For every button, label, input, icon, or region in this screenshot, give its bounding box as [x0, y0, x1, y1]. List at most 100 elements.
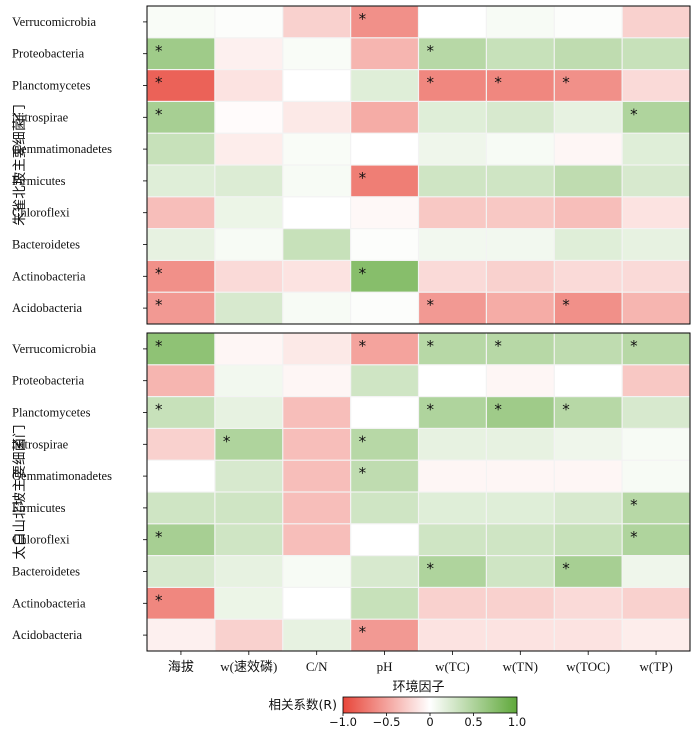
significance-star: * — [155, 337, 163, 355]
heatmap-cell-p2-r1-c7 — [554, 333, 622, 365]
x-tick-label: w(TC) — [435, 659, 470, 674]
panel-1-title: 朱雀北坡主要细菌门 — [12, 104, 28, 226]
heatmap-cell-p1-r4-c5 — [419, 102, 486, 133]
heatmap-cell-p2-r5-c8 — [622, 460, 690, 492]
heatmap-cell-p2-r1-c3 — [283, 333, 351, 365]
heatmap-cell-p2-r2-c5 — [419, 365, 486, 396]
row-label-p2-gemmatimonadetes: Gemmatimonadetes — [12, 469, 112, 483]
heatmap-cell-p1-r6-c8 — [622, 165, 690, 197]
heatmap-cell-p2-r4-c1 — [147, 429, 215, 460]
x-tick-label: C/N — [306, 659, 328, 674]
heatmap-cell-p1-r1-c7 — [554, 6, 622, 38]
heatmap-cell-p2-r1-c4 — [351, 333, 418, 365]
heatmap-cell-p1-r9-c7 — [554, 261, 622, 292]
heatmap-cell-p2-r6-c4 — [351, 492, 418, 524]
heatmap-cell-p1-r6-c2 — [215, 165, 283, 197]
heatmap-cell-p2-r6-c8 — [622, 492, 690, 524]
heatmap-cell-p2-r1-c8 — [622, 333, 690, 365]
x-tick-label: w(TP) — [639, 659, 672, 674]
heatmap-cell-p2-r8-c1 — [147, 556, 215, 587]
heatmap-cell-p1-r6-c7 — [554, 165, 622, 197]
heatmap-cell-p1-r3-c2 — [215, 70, 283, 101]
heatmap-cell-p1-r9-c2 — [215, 261, 283, 292]
heatmap-cell-p2-r10-c5 — [419, 619, 486, 651]
significance-star: * — [359, 10, 367, 28]
row-label-p1-bacteroidetes: Bacteroidetes — [12, 238, 80, 252]
significance-star: * — [223, 432, 231, 450]
heatmap-cell-p2-r3-c3 — [283, 397, 351, 428]
heatmap-cell-p2-r4-c8 — [622, 429, 690, 460]
heatmap-cell-p2-r5-c3 — [283, 460, 351, 492]
heatmap-cell-p2-r4-c2 — [215, 429, 283, 460]
heatmap-cell-p1-r10-c4 — [351, 292, 418, 324]
heatmap-cell-p1-r5-c8 — [622, 133, 690, 165]
significance-star: * — [155, 296, 163, 314]
row-label-p2-actinobacteria: Actinobacteria — [12, 596, 86, 610]
heatmap-cell-p2-r5-c6 — [486, 460, 554, 492]
heatmap-cell-p1-r5-c6 — [486, 133, 554, 165]
significance-star: * — [494, 401, 502, 419]
heatmap-cell-p2-r2-c3 — [283, 365, 351, 396]
heatmap-cell-p1-r10-c1 — [147, 292, 215, 324]
heatmap-cell-p2-r3-c7 — [554, 397, 622, 428]
row-label-p2-proteobacteria: Proteobacteria — [12, 374, 85, 388]
heatmap-cell-p1-r4-c1 — [147, 102, 215, 133]
heatmap-cell-p1-r4-c8 — [622, 102, 690, 133]
heatmap-cell-p2-r9-c5 — [419, 588, 486, 619]
heatmap-cell-p2-r7-c8 — [622, 524, 690, 555]
heatmap-cell-p2-r2-c1 — [147, 365, 215, 396]
heatmap-cell-p1-r10-c2 — [215, 292, 283, 324]
heatmap-cell-p1-r4-c7 — [554, 102, 622, 133]
significance-star: * — [427, 296, 435, 314]
heatmap-cell-p1-r8-c6 — [486, 229, 554, 260]
heatmap-cell-p1-r9-c6 — [486, 261, 554, 292]
heatmap-cell-p2-r1-c1 — [147, 333, 215, 365]
panel-2-title: 太白山北坡主要细菌门 — [12, 425, 28, 560]
heatmap-cell-p1-r3-c1 — [147, 70, 215, 101]
significance-star: * — [359, 264, 367, 282]
row-label-p1-verrucomicrobia: Verrucomicrobia — [12, 15, 96, 29]
heatmap-cell-p2-r10-c4 — [351, 619, 418, 651]
heatmap-cell-p1-r3-c3 — [283, 70, 351, 101]
heatmap-cell-p1-r6-c5 — [419, 165, 486, 197]
heatmap-cell-p1-r3-c7 — [554, 70, 622, 101]
heatmap-cell-p2-r10-c6 — [486, 619, 554, 651]
heatmap-cell-p2-r9-c7 — [554, 588, 622, 619]
heatmap-cell-p2-r10-c2 — [215, 619, 283, 651]
significance-star: * — [359, 464, 367, 482]
heatmap-cell-p1-r7-c4 — [351, 197, 418, 228]
x-axis-title: 环境因子 — [392, 680, 444, 695]
heatmap-cell-p1-r2-c8 — [622, 38, 690, 69]
heatmap-cell-p2-r2-c8 — [622, 365, 690, 396]
heatmap-cell-p2-r6-c7 — [554, 492, 622, 524]
heatmap-cell-p2-r8-c5 — [419, 556, 486, 587]
x-tick-label: 海拔 — [168, 659, 194, 674]
heatmap-cell-p2-r4-c3 — [283, 429, 351, 460]
heatmap-cell-p2-r9-c4 — [351, 588, 418, 619]
heatmap-cell-p1-r1-c2 — [215, 6, 283, 38]
heatmap-cell-p1-r2-c3 — [283, 38, 351, 69]
heatmap-cell-p1-r8-c1 — [147, 229, 215, 260]
heatmap-cell-p1-r4-c2 — [215, 102, 283, 133]
significance-star: * — [427, 560, 435, 578]
colorbar-tick-label: −0.5 — [373, 715, 401, 729]
heatmap-cell-p2-r7-c6 — [486, 524, 554, 555]
significance-star: * — [155, 591, 163, 609]
heatmap-cell-p1-r6-c6 — [486, 165, 554, 197]
heatmap-cell-p1-r7-c2 — [215, 197, 283, 228]
row-label-p1-firmicutes: Firmicutes — [12, 174, 66, 188]
row-label-p2-firmicutes: Firmicutes — [12, 501, 66, 515]
significance-star: * — [630, 337, 638, 355]
row-label-p2-bacteroidetes: Bacteroidetes — [12, 565, 80, 579]
significance-star: * — [427, 42, 435, 60]
heatmap-cell-p2-r7-c2 — [215, 524, 283, 555]
heatmap-cell-p2-r10-c7 — [554, 619, 622, 651]
significance-star: * — [359, 623, 367, 641]
heatmap-cell-p1-r2-c4 — [351, 38, 418, 69]
heatmap-cell-p1-r2-c6 — [486, 38, 554, 69]
heatmap-cell-p1-r9-c4 — [351, 261, 418, 292]
panel-1-frame — [146, 5, 691, 325]
heatmap-cell-p2-r8-c3 — [283, 556, 351, 587]
heatmap-cell-p1-r2-c2 — [215, 38, 283, 69]
x-tick-label: pH — [377, 659, 393, 674]
